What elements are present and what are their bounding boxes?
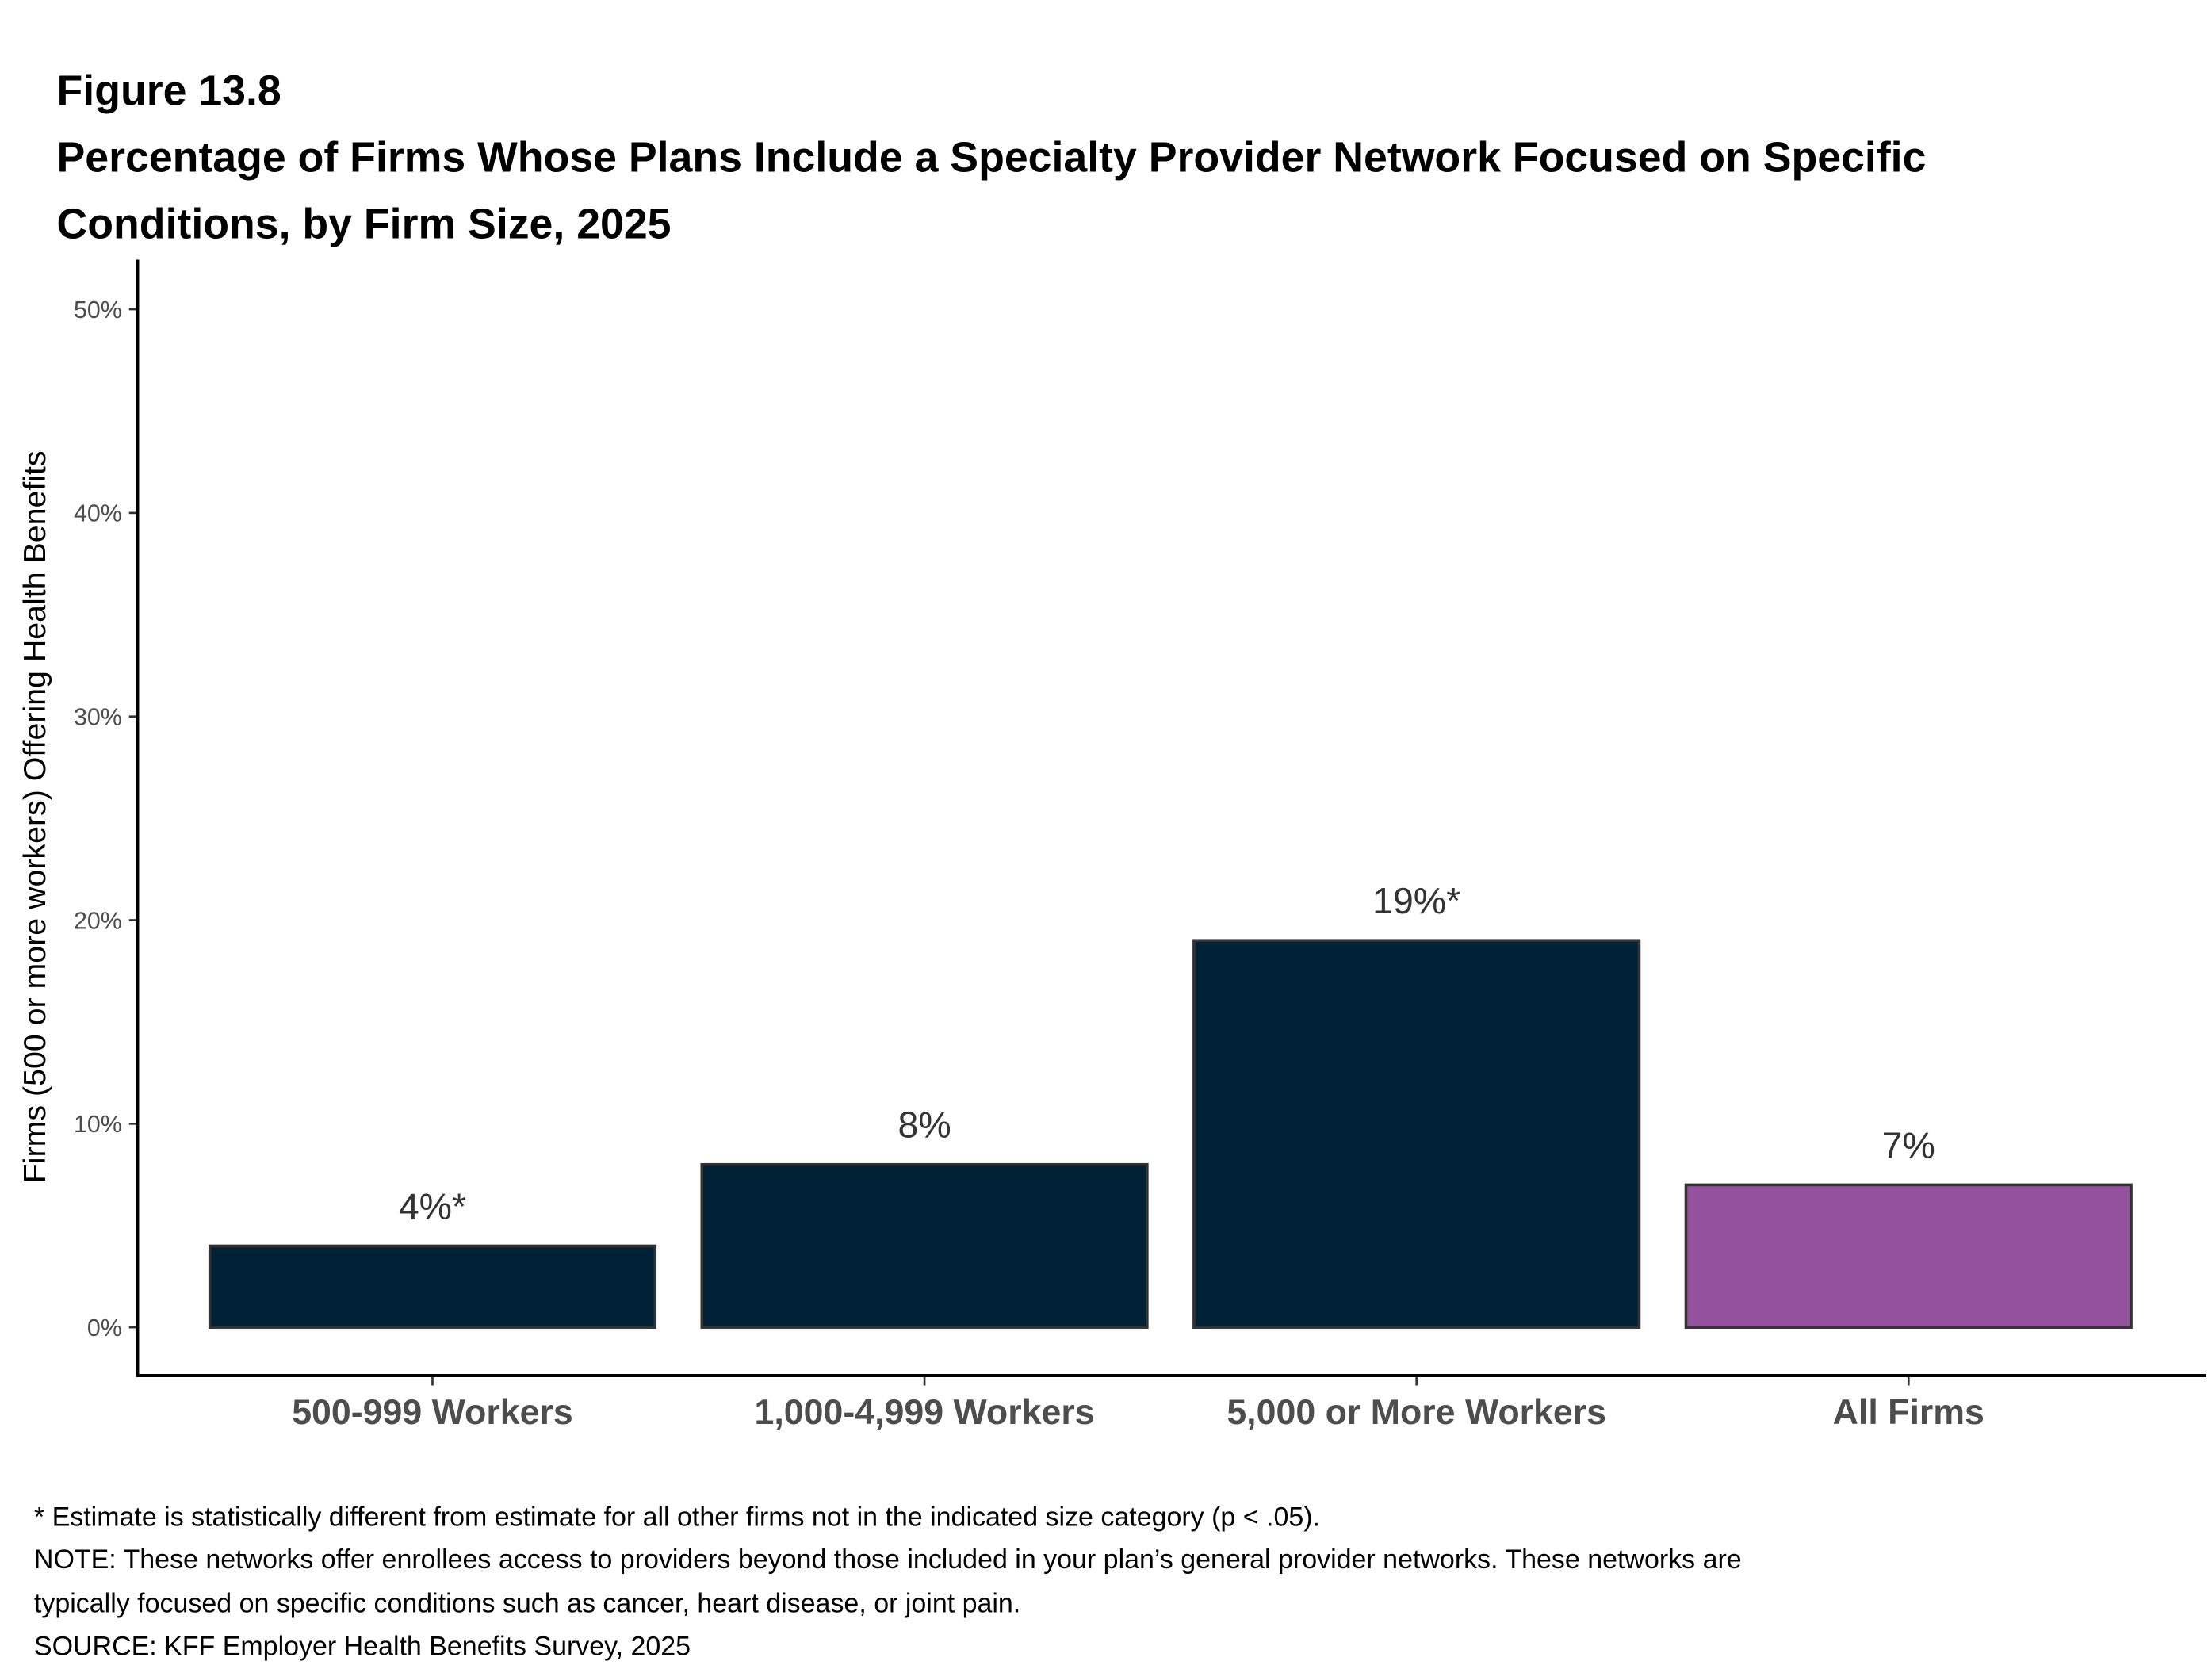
figure-label: Figure 13.8	[57, 67, 281, 115]
footnote-source: SOURCE: KFF Employer Health Benefits Sur…	[34, 1631, 691, 1661]
data-label: 19%*	[1372, 880, 1460, 921]
footnote-note-line-1: NOTE: These networks offer enrollees acc…	[34, 1544, 1742, 1575]
y-axis-label: Firms (500 or more workers) Offering Hea…	[17, 450, 52, 1183]
footnote-significance: * Estimate is statistically different fr…	[34, 1502, 1320, 1533]
y-axis-ticks: 0% 10% 20% 30% 40% 50%	[74, 297, 138, 1342]
data-label: 8%	[897, 1104, 951, 1146]
chart-title-line-1: Percentage of Firms Whose Plans Include …	[57, 134, 1927, 182]
chart-title-line-2: Conditions, by Firm Size, 2025	[57, 201, 672, 248]
y-tick-label: 50%	[74, 297, 122, 323]
x-axis-ticks: 500-999 Workers 1,000-4,999 Workers 5,000 …	[292, 1375, 1984, 1432]
x-tick-label: 1,000-4,999 Workers	[755, 1393, 1095, 1432]
x-tick-label: 5,000 or More Workers	[1227, 1393, 1606, 1432]
y-tick-label: 10%	[74, 1111, 122, 1138]
y-tick-label: 0%	[87, 1315, 122, 1342]
bar	[1684, 1183, 2133, 1329]
bars: 4%* 8% 19%* 7%	[208, 880, 2133, 1329]
bar	[1192, 939, 1641, 1329]
y-tick-label: 40%	[74, 500, 122, 527]
bar	[208, 1244, 657, 1329]
footnote-note-line-2: typically focused on specific conditions…	[34, 1589, 1020, 1619]
y-tick-label: 20%	[74, 907, 122, 934]
bar	[700, 1162, 1149, 1329]
data-label: 7%	[1882, 1124, 1935, 1166]
x-tick-label: 500-999 Workers	[292, 1393, 573, 1432]
data-label: 4%*	[399, 1185, 466, 1227]
y-tick-label: 30%	[74, 703, 122, 730]
x-tick-label: All Firms	[1833, 1393, 1984, 1432]
